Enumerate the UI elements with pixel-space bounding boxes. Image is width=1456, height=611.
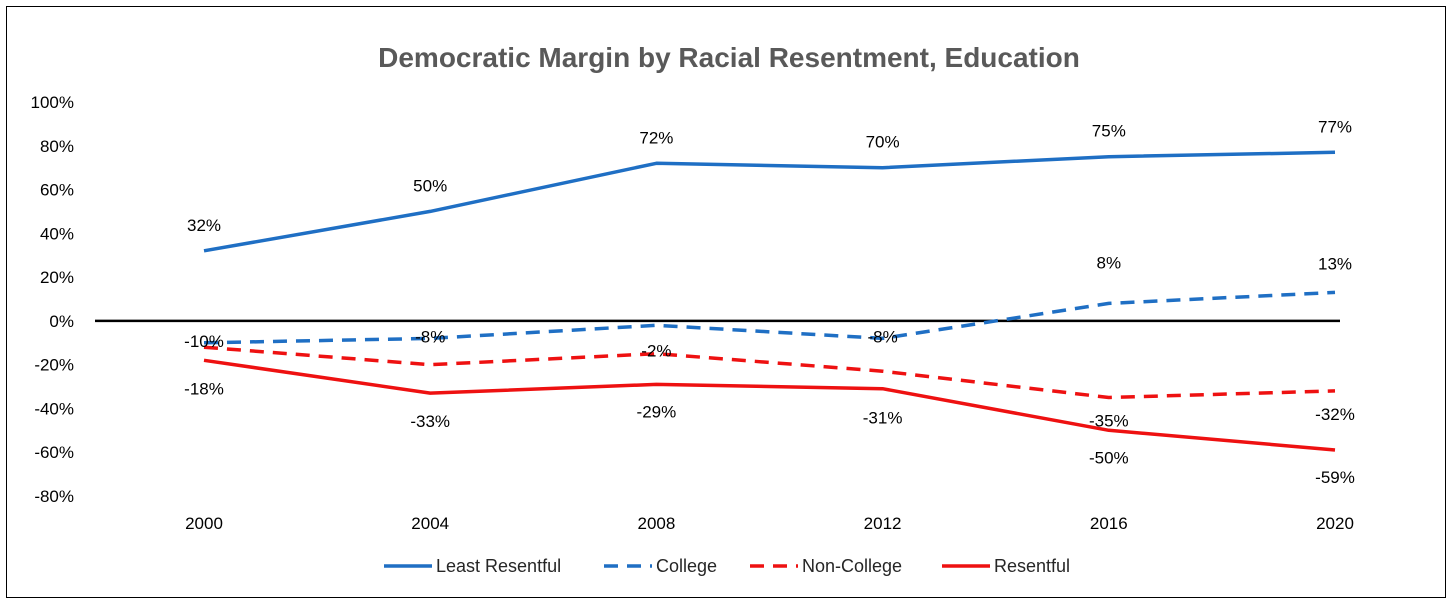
y-tick-label: -20% <box>34 356 74 375</box>
x-tick-label: 2004 <box>411 514 449 533</box>
legend-label: Non-College <box>802 556 902 576</box>
x-tick-label: 2000 <box>185 514 223 533</box>
y-tick-label: 20% <box>40 268 74 287</box>
y-tick-label: 80% <box>40 137 74 156</box>
data-label: -8% <box>867 327 897 346</box>
series-line-resentful <box>203 358 1336 452</box>
y-tick-label: -40% <box>34 399 74 418</box>
data-label: -50% <box>1089 448 1129 467</box>
data-label: -59% <box>1315 468 1355 487</box>
y-tick-label: 0% <box>49 312 74 331</box>
chart-title: Democratic Margin by Racial Resentment, … <box>378 42 1080 73</box>
x-tick-label: 2012 <box>864 514 902 533</box>
chart-frame <box>6 6 1446 598</box>
series-line-college <box>203 290 1336 345</box>
x-tick-label: 2016 <box>1090 514 1128 533</box>
data-label: 8% <box>1097 253 1122 272</box>
legend-label: College <box>656 556 717 576</box>
data-label: 32% <box>187 216 221 235</box>
data-labels: 32% 50% 72% 70% 75% 77% -10% -8% -2% -8% 8% 13% -35%… <box>184 117 1355 487</box>
data-label: 77% <box>1318 117 1352 136</box>
data-label: -29% <box>637 402 677 421</box>
y-tick-label: 100% <box>31 93 74 112</box>
data-label: 75% <box>1092 122 1126 141</box>
y-tick-label: -80% <box>34 487 74 506</box>
y-tick-label: 60% <box>40 181 74 200</box>
y-axis-ticks: 100% 80% 60% 40% 20% 0% -20% -40% -60% -80% <box>31 93 74 506</box>
data-label: -32% <box>1315 405 1355 424</box>
data-label: -8% <box>415 327 445 346</box>
data-label: 72% <box>639 128 673 147</box>
data-label: -18% <box>184 379 224 398</box>
data-label: 70% <box>866 133 900 152</box>
data-label: -10% <box>184 332 224 351</box>
data-label: 13% <box>1318 254 1352 273</box>
data-label: -2% <box>641 341 671 360</box>
y-tick-label: -60% <box>34 443 74 462</box>
y-tick-label: 40% <box>40 224 74 243</box>
x-tick-label: 2008 <box>637 514 675 533</box>
x-tick-label: 2020 <box>1316 514 1354 533</box>
legend-label: Least Resentful <box>436 556 561 576</box>
series-line-least-resentful <box>203 150 1336 253</box>
data-label: -33% <box>410 412 450 431</box>
series-lines <box>203 150 1336 452</box>
legend-label: Resentful <box>994 556 1070 576</box>
series-line-non-college <box>203 345 1336 400</box>
legend: Least Resentful College Non-College Resentf… <box>384 556 1070 576</box>
x-axis-ticks: 2000 2004 2008 2012 2016 2020 <box>185 514 1354 533</box>
data-label: 50% <box>413 176 447 195</box>
data-label: -31% <box>863 409 903 428</box>
data-label: -35% <box>1089 412 1129 431</box>
